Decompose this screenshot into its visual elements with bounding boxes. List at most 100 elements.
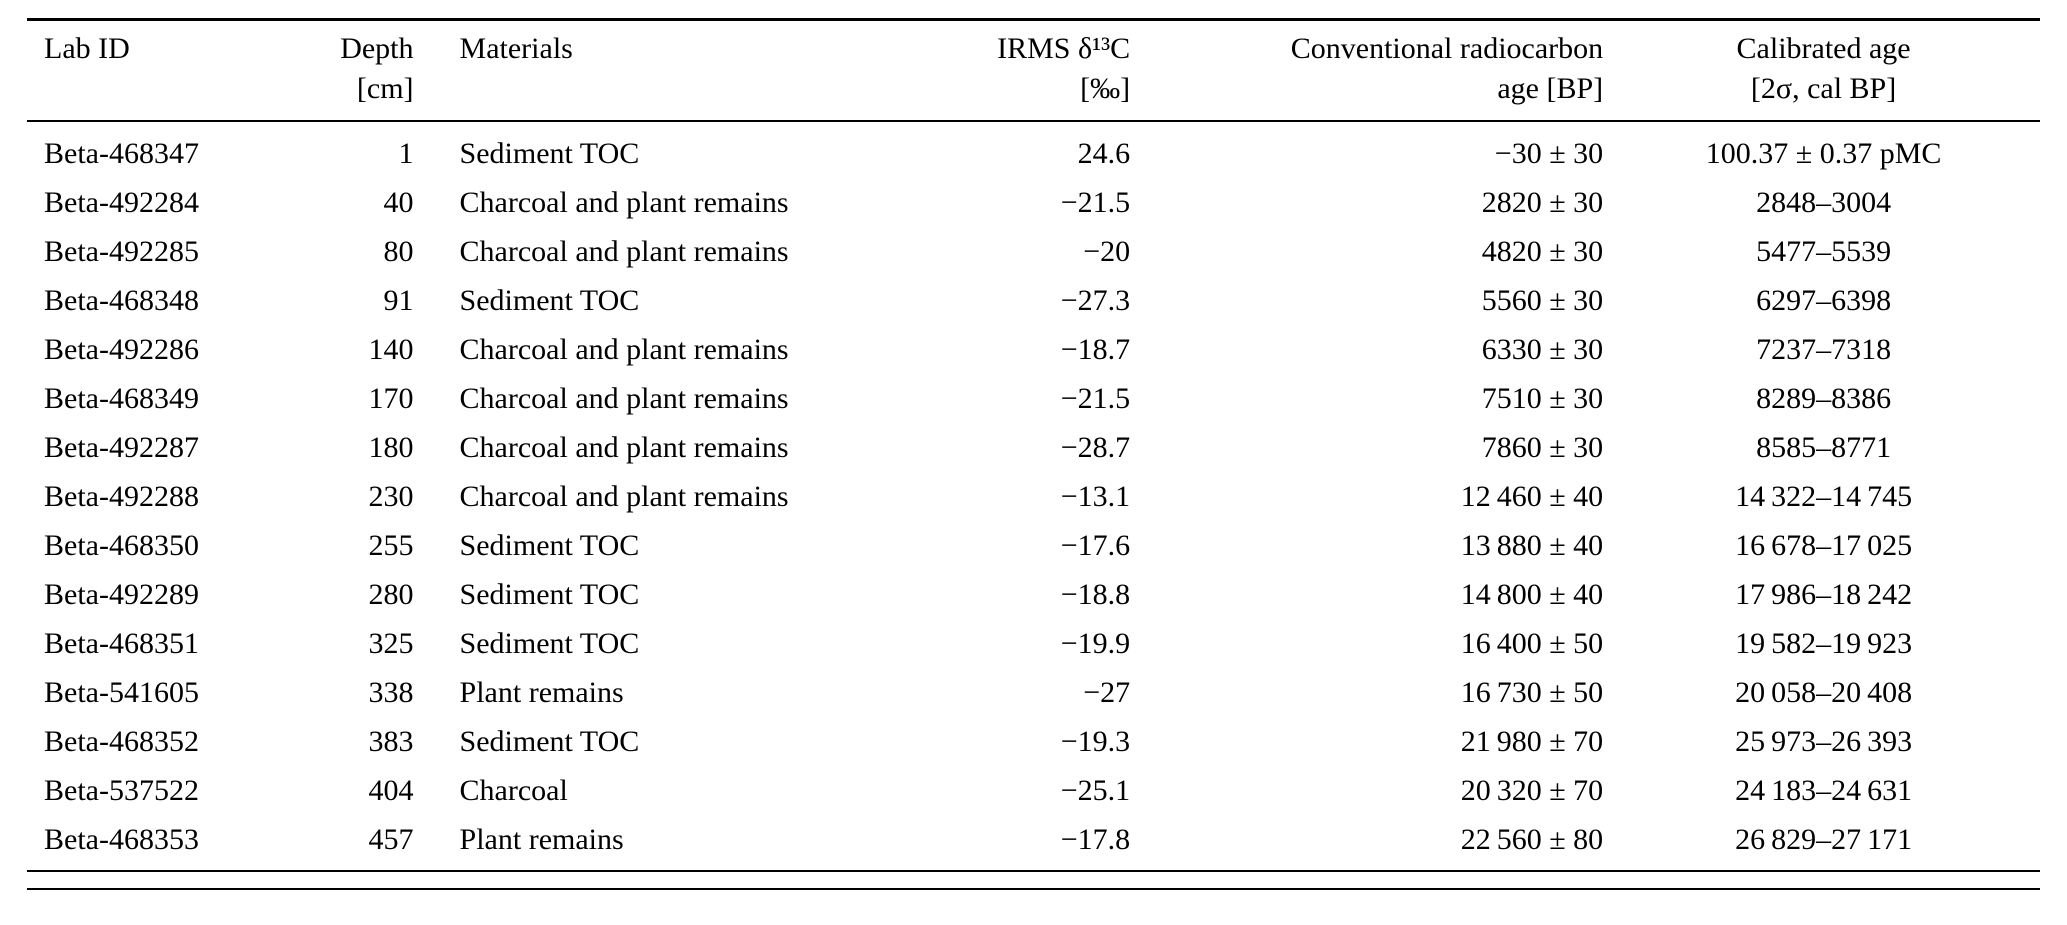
table-cell-lab-id: Beta-468348 bbox=[44, 284, 199, 318]
table-cell-calibrated-age: 17 986–18 242 bbox=[1735, 578, 1913, 612]
table-row: Beta-541605 338 Plant remains −27 16 730 ± 5… bbox=[27, 669, 2040, 718]
table-cell-depth: 1 bbox=[398, 137, 414, 171]
data-table: Lab ID Depth [cm] Materials IRMS δ¹³C [‰… bbox=[27, 18, 2040, 873]
table-cell-calibrated-age: 16 678–17 025 bbox=[1735, 529, 1913, 563]
table-cell-irms-d13c: −17.8 bbox=[1060, 823, 1131, 857]
header-line2: [‰] bbox=[1080, 71, 1131, 105]
table-row: Beta-468351 325 Sediment TOC −19.9 16 400 ± … bbox=[27, 620, 2040, 669]
table-cell-calibrated-age: 7237–7318 bbox=[1756, 333, 1892, 367]
table-cell-materials: Charcoal bbox=[459, 774, 568, 808]
column-header-conventional-age: Conventional radiocarbon age [BP] bbox=[1134, 19, 1608, 123]
table-cell-lab-id: Beta-468350 bbox=[44, 529, 199, 563]
table-cell-lab-id: Beta-492286 bbox=[44, 333, 199, 367]
table-cell-conventional-age: 21 980 ± 70 bbox=[1460, 725, 1604, 759]
table-cell-calibrated-age: 20 058–20 408 bbox=[1735, 676, 1913, 710]
column-header-depth: Depth [cm] bbox=[288, 19, 420, 123]
table-cell-conventional-age: 20 320 ± 70 bbox=[1460, 774, 1604, 808]
table-cell-calibrated-age: 26 829–27 171 bbox=[1735, 823, 1913, 857]
column-header-materials: Materials bbox=[419, 19, 953, 123]
table-cell-calibrated-age: 6297–6398 bbox=[1756, 284, 1892, 318]
table-cell-materials: Sediment TOC bbox=[459, 725, 640, 759]
table-cell-materials: Charcoal and plant remains bbox=[459, 382, 789, 416]
header-line1: Calibrated age bbox=[1736, 32, 1911, 65]
header-line1: Conventional radiocarbon bbox=[1290, 32, 1604, 65]
table-cell-depth: 325 bbox=[368, 627, 414, 661]
table-cell-materials: Charcoal and plant remains bbox=[459, 235, 789, 269]
header-row: Lab ID Depth [cm] Materials IRMS δ¹³C [‰… bbox=[27, 19, 2040, 123]
table-cell-depth: 80 bbox=[383, 235, 414, 269]
column-header-irms-d13c: IRMS δ¹³C [‰] bbox=[952, 19, 1135, 123]
table-row: Beta-468353 457 Plant remains −17.8 22 560 ±… bbox=[27, 816, 2040, 871]
table-cell-conventional-age: 7510 ± 30 bbox=[1481, 382, 1604, 416]
table-cell-depth: 170 bbox=[368, 382, 414, 416]
table-row: Beta-492287 180 Charcoal and plant remains… bbox=[27, 424, 2040, 473]
table-row: Beta-468347 1 Sediment TOC 24.6 −30 ± 30 100.… bbox=[27, 121, 2040, 179]
table-row: Beta-537522 404 Charcoal −25.1 20 320 ± 70 24… bbox=[27, 767, 2040, 816]
table-cell-materials: Sediment TOC bbox=[459, 627, 640, 661]
table-cell-irms-d13c: −20 bbox=[1083, 235, 1131, 269]
table-row: Beta-468348 91 Sediment TOC −27.3 5560 ± 30 6… bbox=[27, 277, 2040, 326]
table-cell-calibrated-age: 8585–8771 bbox=[1756, 431, 1892, 465]
table-cell-depth: 91 bbox=[383, 284, 414, 318]
table-cell-irms-d13c: −21.5 bbox=[1060, 186, 1131, 220]
table-cell-irms-d13c: −27 bbox=[1083, 676, 1131, 710]
table-cell-depth: 383 bbox=[368, 725, 414, 759]
table-cell-conventional-age: 2820 ± 30 bbox=[1481, 186, 1604, 220]
table-cell-lab-id: Beta-492287 bbox=[44, 431, 199, 465]
table-cell-irms-d13c: −13.1 bbox=[1060, 480, 1131, 514]
table-cell-depth: 40 bbox=[383, 186, 414, 220]
table-cell-calibrated-age: 14 322–14 745 bbox=[1735, 480, 1913, 514]
table-cell-calibrated-age: 25 973–26 393 bbox=[1735, 725, 1913, 759]
table-row: Beta-492286 140 Charcoal and plant remains… bbox=[27, 326, 2040, 375]
header-line1: Materials bbox=[459, 32, 573, 65]
table-cell-irms-d13c: −18.7 bbox=[1060, 333, 1131, 367]
table-cell-calibrated-age: 8289–8386 bbox=[1756, 382, 1892, 416]
table-row: Beta-468352 383 Sediment TOC −19.3 21 980 ± … bbox=[27, 718, 2040, 767]
table-cell-depth: 140 bbox=[368, 333, 414, 367]
table-cell-materials: Charcoal and plant remains bbox=[459, 480, 789, 514]
table-cell-calibrated-age: 100.37 ± 0.37 pMC bbox=[1705, 137, 1942, 171]
table-cell-calibrated-age: 5477–5539 bbox=[1756, 235, 1892, 269]
header-line1: IRMS δ¹³C bbox=[997, 32, 1131, 65]
header-line2: age [BP] bbox=[1497, 71, 1604, 105]
table-cell-irms-d13c: 24.6 bbox=[1077, 137, 1131, 171]
table-cell-depth: 457 bbox=[368, 823, 414, 857]
table-cell-calibrated-age: 24 183–24 631 bbox=[1735, 774, 1913, 808]
table-cell-materials: Plant remains bbox=[459, 676, 624, 710]
table-cell-materials: Plant remains bbox=[459, 823, 624, 857]
table-cell-conventional-age: 5560 ± 30 bbox=[1481, 284, 1604, 318]
table-cell-conventional-age: 7860 ± 30 bbox=[1481, 431, 1604, 465]
table-cell-conventional-age: 22 560 ± 80 bbox=[1460, 823, 1604, 857]
table-row: Beta-468350 255 Sediment TOC −17.6 13 880 ± … bbox=[27, 522, 2040, 571]
table-cell-lab-id: Beta-468353 bbox=[44, 823, 199, 857]
column-header-calibrated-age: Calibrated age [2σ, cal BP] bbox=[1607, 19, 2040, 123]
table-cell-depth: 280 bbox=[368, 578, 414, 612]
header-line1: Depth bbox=[340, 32, 414, 65]
table-cell-lab-id: Beta-537522 bbox=[44, 774, 199, 808]
table-cell-depth: 230 bbox=[368, 480, 414, 514]
table-cell-depth: 338 bbox=[368, 676, 414, 710]
bottom-rule bbox=[27, 888, 2040, 891]
table-cell-materials: Sediment TOC bbox=[459, 137, 640, 171]
table-cell-irms-d13c: −17.6 bbox=[1060, 529, 1131, 563]
table-cell-lab-id: Beta-492285 bbox=[44, 235, 199, 269]
table-cell-irms-d13c: −19.3 bbox=[1060, 725, 1131, 759]
table-cell-conventional-age: 4820 ± 30 bbox=[1481, 235, 1604, 269]
table-cell-materials: Sediment TOC bbox=[459, 578, 640, 612]
table-row: Beta-468349 170 Charcoal and plant remains… bbox=[27, 375, 2040, 424]
table-cell-materials: Charcoal and plant remains bbox=[459, 333, 789, 367]
table-cell-conventional-age: 16 730 ± 50 bbox=[1460, 676, 1604, 710]
table-cell-irms-d13c: −28.7 bbox=[1060, 431, 1131, 465]
table-row: Beta-492285 80 Charcoal and plant remains −… bbox=[27, 228, 2040, 277]
radiocarbon-dating-table: Lab ID Depth [cm] Materials IRMS δ¹³C [‰… bbox=[27, 18, 2040, 891]
table-cell-materials: Sediment TOC bbox=[459, 284, 640, 318]
table-cell-irms-d13c: −27.3 bbox=[1060, 284, 1131, 318]
table-cell-lab-id: Beta-492284 bbox=[44, 186, 199, 220]
table-cell-materials: Charcoal and plant remains bbox=[459, 186, 789, 220]
table-cell-lab-id: Beta-468351 bbox=[44, 627, 199, 661]
header-line2: [2σ, cal BP] bbox=[1750, 71, 1897, 105]
table-cell-calibrated-age: 2848–3004 bbox=[1756, 186, 1892, 220]
table-body: Beta-468347 1 Sediment TOC 24.6 −30 ± 30 100.… bbox=[27, 121, 2040, 871]
table-cell-materials: Sediment TOC bbox=[459, 529, 640, 563]
table-cell-irms-d13c: −19.9 bbox=[1060, 627, 1131, 661]
